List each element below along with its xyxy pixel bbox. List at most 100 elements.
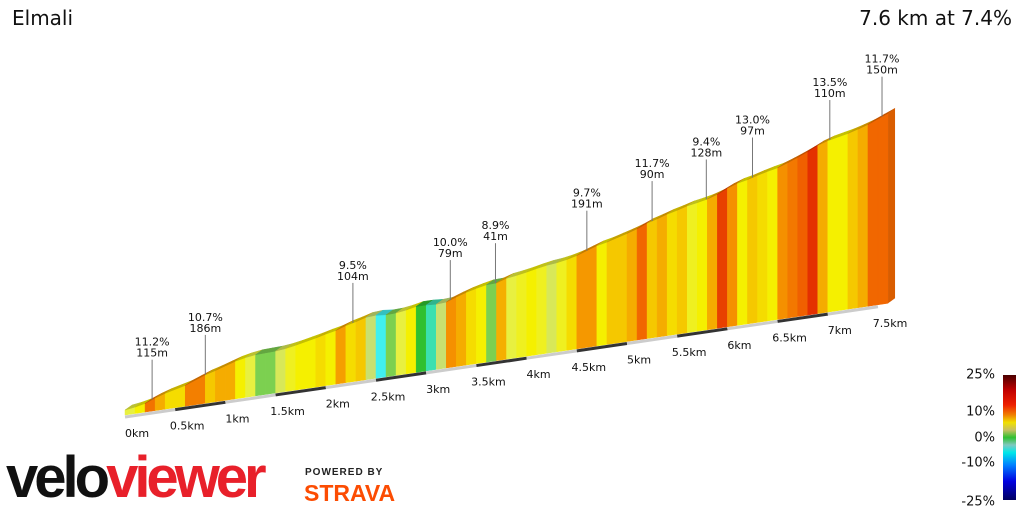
profile-segment bbox=[857, 124, 869, 308]
profile-segment bbox=[415, 304, 427, 373]
profile-segment bbox=[686, 202, 698, 333]
profile-segment bbox=[345, 321, 357, 383]
distance-axis-segment bbox=[676, 327, 728, 338]
profile-segment bbox=[586, 245, 598, 348]
profile-segment bbox=[616, 233, 628, 344]
x-tick-label: 0.5km bbox=[170, 420, 205, 433]
distance-axis-segment bbox=[425, 364, 477, 375]
profile-segment bbox=[697, 198, 708, 332]
annotation-length: 41m bbox=[483, 230, 508, 243]
profile-segment bbox=[807, 144, 819, 316]
distance-axis-segment bbox=[225, 393, 276, 404]
x-tick-label: 3km bbox=[426, 383, 450, 396]
profile-segment bbox=[496, 277, 507, 361]
annotation-grade: 11.7% bbox=[635, 157, 670, 170]
profile-segment bbox=[205, 370, 216, 404]
profile-segment bbox=[827, 136, 839, 313]
profile-segment bbox=[335, 325, 347, 385]
annotation-grade: 9.5% bbox=[339, 259, 367, 272]
profile-segment bbox=[566, 255, 578, 351]
distance-axis-segment bbox=[476, 356, 527, 368]
annotation-grade: 9.4% bbox=[692, 135, 720, 148]
x-tick-label: 7km bbox=[828, 324, 852, 337]
strava-logo: STRAVA bbox=[304, 480, 396, 506]
x-tick-label: 1km bbox=[225, 412, 249, 425]
profile-segment bbox=[375, 314, 387, 379]
distance-axis-segment bbox=[576, 342, 628, 353]
profile-segment bbox=[867, 118, 879, 307]
profile-segment bbox=[285, 344, 296, 392]
profile-segment bbox=[596, 241, 608, 347]
profile-segment bbox=[837, 133, 849, 311]
profile-segment bbox=[245, 354, 256, 398]
profile-segment bbox=[456, 291, 467, 367]
profile-segment bbox=[737, 179, 748, 326]
profile-segment bbox=[516, 271, 527, 358]
annotation-grade: 11.2% bbox=[135, 336, 170, 349]
profile-segment bbox=[466, 288, 477, 366]
annotation-length: 79m bbox=[438, 247, 463, 260]
profile-segment bbox=[385, 312, 397, 378]
profile-segment bbox=[606, 237, 618, 345]
x-tick-label: 6km bbox=[727, 339, 751, 352]
annotation-length: 97m bbox=[740, 125, 765, 138]
profile-segment bbox=[797, 151, 808, 317]
distance-axis-segment bbox=[325, 378, 377, 390]
x-tick-label: 2.5km bbox=[371, 390, 406, 403]
profile-segment bbox=[395, 309, 407, 376]
profile-segment bbox=[526, 268, 537, 357]
distance-axis-segment bbox=[626, 334, 678, 345]
distance-axis-segment bbox=[777, 312, 829, 323]
climb-summary: 7.6 km at 7.4% bbox=[859, 6, 1012, 30]
x-tick-label: 4km bbox=[527, 368, 551, 381]
x-tick-label: 5.5km bbox=[672, 346, 707, 359]
profile-segment bbox=[255, 352, 266, 397]
x-tick-label: 3.5km bbox=[471, 376, 506, 389]
x-tick-label: 4.5km bbox=[572, 361, 607, 374]
profile-segment bbox=[305, 337, 317, 389]
x-tick-label: 5km bbox=[627, 354, 651, 367]
profile-segment bbox=[707, 194, 718, 331]
profile-segment bbox=[717, 187, 728, 329]
profile-segment bbox=[225, 360, 236, 401]
legend-label: 25% bbox=[966, 367, 995, 383]
distance-axis-segment bbox=[174, 400, 226, 412]
profile-segment bbox=[877, 112, 889, 306]
legend-label: 0% bbox=[974, 430, 995, 446]
distance-axis-segment bbox=[827, 305, 879, 316]
annotation-grade: 10.7% bbox=[188, 311, 223, 324]
profile-segment bbox=[847, 128, 859, 310]
annotation-length: 110m bbox=[814, 87, 846, 100]
profile-segment bbox=[365, 314, 377, 381]
profile-segment bbox=[626, 228, 638, 342]
x-tick-label: 6.5km bbox=[772, 331, 807, 344]
profile-segment bbox=[747, 175, 758, 325]
profile-segment bbox=[767, 167, 778, 322]
profile-segment bbox=[777, 162, 788, 320]
distance-axis-segment bbox=[124, 408, 176, 419]
climb-title: Elmali bbox=[12, 6, 74, 30]
profile-segment bbox=[546, 262, 557, 354]
profile-end-face bbox=[888, 108, 896, 304]
profile-segment bbox=[506, 275, 517, 360]
profile-segment bbox=[405, 306, 417, 375]
profile-segment bbox=[787, 157, 798, 319]
annotation-grade: 10.0% bbox=[433, 236, 468, 249]
veloviewer-logo: veloviewer bbox=[6, 445, 267, 510]
profile-segment bbox=[476, 284, 487, 364]
x-tick-label: 1.5km bbox=[270, 405, 305, 418]
annotation-grade: 13.5% bbox=[812, 76, 847, 89]
annotation-grade: 11.7% bbox=[865, 53, 900, 66]
profile-segment bbox=[656, 213, 668, 338]
annotation-length: 186m bbox=[189, 322, 221, 335]
profile-segment bbox=[676, 205, 688, 335]
annotation-grade: 8.9% bbox=[481, 219, 509, 232]
profile-segment bbox=[435, 301, 447, 370]
x-tick-label: 2km bbox=[326, 398, 350, 411]
powered-by-text: POWERED BY bbox=[305, 467, 384, 478]
annotation-grade: 9.7% bbox=[573, 187, 601, 200]
profile-segment bbox=[295, 341, 306, 391]
annotation-length: 104m bbox=[337, 270, 369, 283]
annotation-length: 150m bbox=[866, 64, 898, 77]
x-tick-label: 0km bbox=[125, 427, 149, 440]
